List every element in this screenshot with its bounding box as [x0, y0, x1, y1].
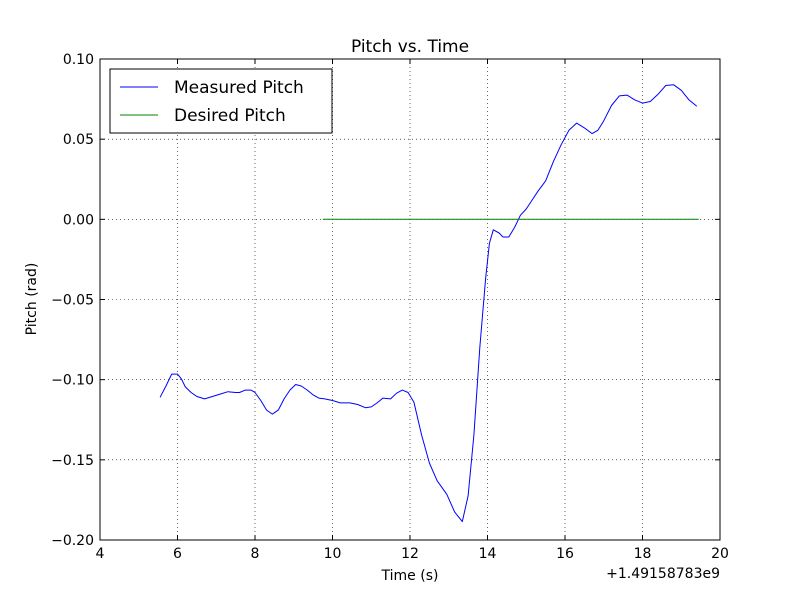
y-axis-title: Pitch (rad)	[24, 263, 40, 336]
x-axis-offset-label: +1.49158783e9	[606, 566, 720, 582]
grid-lines	[100, 59, 720, 540]
legend-box	[109, 68, 333, 134]
y-tick-label: 0.10	[63, 52, 94, 68]
x-tick-label: 10	[324, 546, 342, 562]
x-tick-label: 16	[556, 546, 574, 562]
legend: Measured Pitch Desired Pitch	[109, 68, 333, 134]
series-line-measured-pitch	[159, 84, 698, 523]
x-tick-label: 18	[634, 546, 652, 562]
y-tick-label: −0.10	[51, 373, 94, 389]
tick-labels: 4 6 8 10 12 14 16 18 20 −0.20 −0.15 −0.10 −0.05 0.00 0…	[51, 52, 729, 562]
y-tick-label: −0.20	[51, 533, 94, 549]
x-tick-label: 20	[711, 546, 729, 562]
x-tick-label: 14	[479, 546, 497, 562]
series-layer	[159, 84, 699, 523]
legend-label-measured-pitch: Measured Pitch	[174, 78, 304, 98]
x-tick-label: 6	[173, 546, 182, 562]
x-tick-label: 8	[251, 546, 260, 562]
y-tick-label: 0.05	[63, 132, 94, 148]
x-tick-label: 12	[401, 546, 419, 562]
y-tick-label: −0.05	[51, 293, 94, 309]
x-axis-title: Time (s)	[381, 568, 439, 584]
chart-title: Pitch vs. Time	[351, 37, 469, 57]
ticks	[99, 58, 721, 541]
x-tick-label: 4	[96, 546, 105, 562]
legend-label-desired-pitch: Desired Pitch	[174, 106, 286, 126]
y-tick-label: 0.00	[63, 212, 94, 228]
y-tick-label: −0.15	[51, 453, 94, 469]
